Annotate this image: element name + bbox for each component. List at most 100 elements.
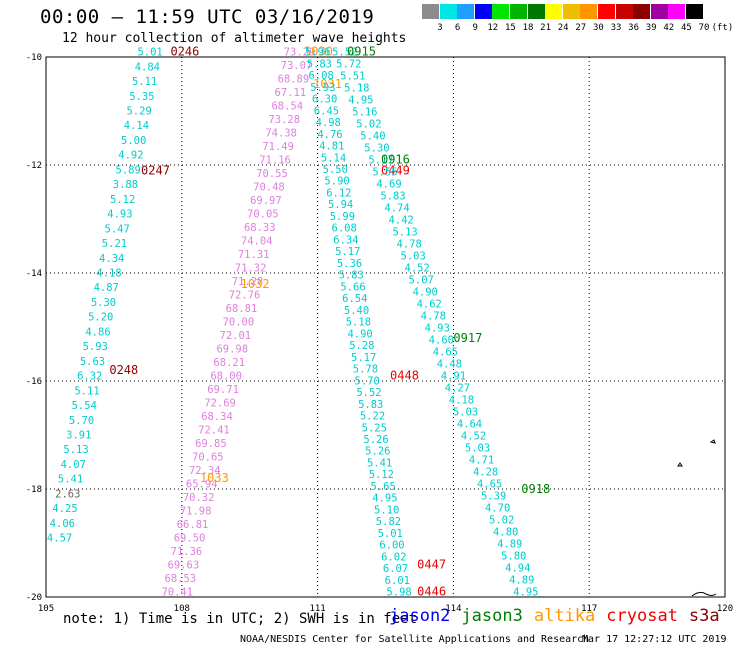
legend-label: 42: [663, 23, 675, 33]
swh-value: 4.52: [461, 431, 486, 443]
swh-value: 69.97: [250, 195, 282, 207]
swh-value: 4.76: [317, 129, 342, 141]
swh-value: 5.82: [376, 516, 401, 528]
swh-value: 5.25: [362, 422, 387, 434]
legend-label: 12: [487, 23, 499, 33]
swh-value: 71.16: [259, 155, 291, 167]
swh-value: 68.34: [201, 411, 233, 423]
swh-value: 4.34: [99, 253, 124, 265]
legend-label: 36: [628, 23, 640, 33]
swh-value: 6.00: [379, 540, 404, 552]
swh-value: 4.87: [94, 282, 119, 294]
swh-value: 69.71: [207, 384, 239, 396]
swh-value: 2.63: [55, 488, 80, 500]
lon-tick-label: 114: [445, 604, 461, 614]
lon-tick-label: 120: [717, 604, 733, 614]
swh-value: 5.40: [344, 305, 369, 317]
legend-swatch: [598, 4, 615, 19]
swh-value: 70.32: [183, 492, 215, 504]
swh-value: 5.18: [344, 83, 369, 95]
legend-swatch: [562, 4, 580, 19]
lon-tick-label: 111: [309, 604, 325, 614]
swh-value: 68.33: [244, 222, 276, 234]
chart-title: 00:00 – 11:59 UTC 03/16/2019: [40, 6, 375, 28]
swh-value: 68.00: [210, 371, 242, 383]
swh-value: 5.03: [401, 251, 426, 263]
swh-value: 5.89: [116, 164, 141, 176]
legend-swatch: [474, 4, 492, 19]
legend-label: 15: [504, 23, 516, 33]
swh-value: 68.54: [271, 101, 303, 113]
pass-time-label: 0449: [381, 163, 410, 177]
legend-label: 39: [645, 23, 657, 33]
lat-tick-label: -18: [26, 485, 42, 495]
swh-value: 5.28: [349, 340, 374, 352]
swh-value: 5.26: [363, 434, 388, 446]
swh-value: 5.10: [374, 504, 399, 516]
swh-value: 71.32: [235, 263, 267, 275]
swh-value: 5.03: [465, 443, 490, 455]
swh-value: 5.02: [489, 515, 514, 527]
swh-value: 69.98: [216, 344, 248, 356]
lon-tick-label: 105: [38, 604, 54, 614]
swh-value: 5.12: [369, 469, 394, 481]
swh-value: 4.80: [493, 527, 518, 539]
swh-value: 4.65: [477, 479, 502, 491]
satellite-jason2: jason2: [389, 606, 451, 626]
swh-value: 5.29: [126, 106, 151, 118]
generation-timestamp: Mar 17 12:27:12 UTC 2019: [582, 634, 727, 645]
swh-value: 4.18: [449, 395, 474, 407]
swh-value: 6.01: [385, 575, 410, 587]
swh-value: 5.22: [360, 411, 385, 423]
satellite-cryosat: cryosat: [606, 606, 678, 626]
legend-swatch: [650, 4, 668, 19]
swh-value: 5.13: [63, 444, 88, 456]
swh-value: 5.90: [324, 176, 349, 188]
legend-swatch: [580, 4, 598, 19]
pass-time-label: 0447: [417, 558, 446, 572]
swh-value: 71.98: [180, 506, 212, 518]
swh-value: 70.41: [161, 587, 193, 599]
legend-swatch: [439, 4, 457, 19]
swh-value: 5.54: [72, 400, 97, 412]
swh-value: 5.30: [364, 143, 389, 155]
swh-value: 5.66: [340, 281, 365, 293]
legend-label: 45: [680, 23, 692, 33]
lat-tick-label: -12: [26, 161, 42, 171]
pass-time-label: 0446: [417, 585, 446, 599]
swh-value: 5.72: [336, 59, 361, 71]
swh-value: 5.65: [370, 481, 395, 493]
swh-value: 5.94: [328, 199, 353, 211]
legend-label: 21: [540, 23, 552, 33]
swh-value: 5.83: [339, 270, 364, 282]
swh-value: 4.64: [457, 419, 482, 431]
swh-value: 5.50: [323, 164, 348, 176]
swh-value: 71.36: [171, 546, 203, 558]
legend-swatch: [527, 4, 545, 19]
swh-value: 68.53: [165, 573, 197, 585]
legend-swatch: [457, 4, 475, 19]
swh-value: 70.65: [192, 452, 224, 464]
swh-value: 5.51: [340, 71, 365, 83]
pass-time-label: 1030: [304, 45, 333, 59]
swh-value: 4.89: [497, 539, 522, 551]
legend-label: 33: [610, 23, 622, 33]
legend-unit: (ft): [711, 23, 734, 33]
swh-value: 67.11: [275, 87, 307, 99]
legend-label: 27: [575, 23, 587, 33]
satellite-legend: jason2 jason3 altika cryosat s3a: [389, 606, 731, 626]
swh-value: 72.34: [189, 465, 221, 477]
legend-swatch: [615, 4, 633, 19]
lon-tick-label: 108: [174, 604, 190, 614]
swh-value: 5.83: [380, 191, 405, 203]
swh-value: 70.48: [253, 182, 285, 194]
swh-value: 6.54: [342, 293, 367, 305]
swh-value: 5.14: [321, 152, 346, 164]
swh-value: 5.78: [353, 364, 378, 376]
pass-time-label: 0915: [347, 45, 376, 59]
swh-value: 68.21: [213, 357, 245, 369]
swh-value: 5.11: [132, 76, 157, 88]
pass-time-label: 0918: [521, 482, 550, 496]
swh-value: 4.60: [429, 335, 454, 347]
swh-value: 73.29: [284, 47, 316, 59]
